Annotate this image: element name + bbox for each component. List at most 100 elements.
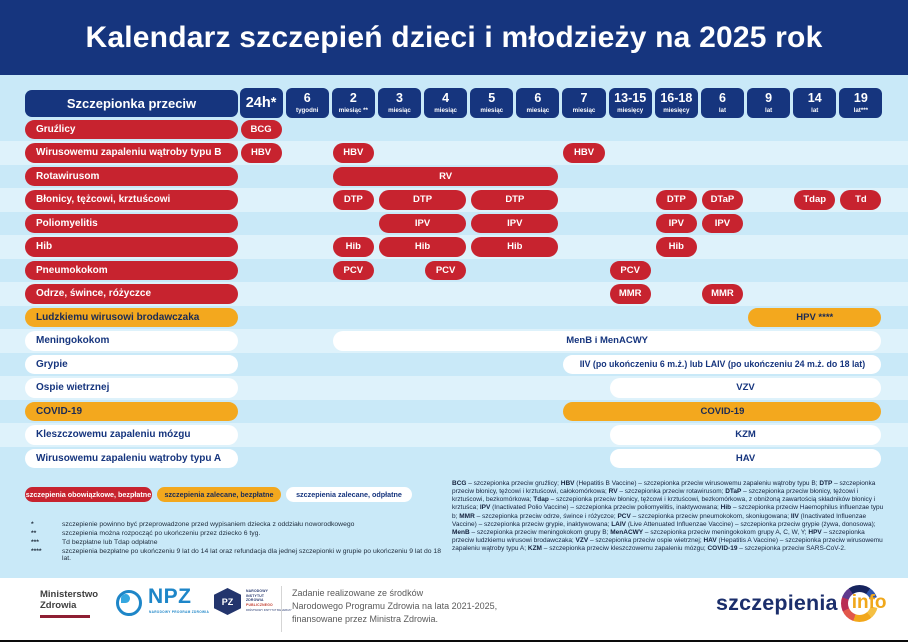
vaccine-bar: Hib	[332, 237, 374, 257]
funding-line: finansowane przez Ministra Zdrowia.	[292, 614, 439, 624]
segmented-ring-icon	[840, 584, 878, 622]
column-header-value: 7	[580, 91, 588, 106]
footnote-mark: ***	[31, 539, 39, 546]
vaccine-bar: Hib	[378, 237, 467, 257]
corner-label: Szczepionka przeciw	[25, 90, 238, 117]
row-label: Hib	[25, 237, 238, 257]
column-header-value: 19	[853, 91, 868, 106]
row-label: Grypie	[25, 354, 238, 374]
brand-suffix: info	[851, 592, 887, 613]
header-band: Kalendarz szczepień dzieci i młodzieży n…	[0, 0, 908, 75]
ministry-of-health-logo: Ministerstwo Zdrowia	[40, 589, 98, 611]
npz-acronym: NPZ	[148, 585, 192, 608]
row-label: Pneumokokom	[25, 260, 238, 280]
row-label: Poliomyelitis	[25, 213, 238, 233]
abbreviation-term: MenB	[452, 528, 470, 536]
column-header: 19 lat***	[839, 88, 883, 118]
column-header: 14 lat	[793, 88, 837, 118]
legend-item-mandatory-free: szczepienia obowiązkowe, bezpłatne	[25, 487, 152, 502]
vaccine-bar: IIV (po ukończeniu 6 m.ż.) lub LAIV (po …	[563, 354, 882, 374]
abbreviation-term: KZM	[527, 545, 542, 553]
column-header-value: 6	[718, 91, 726, 106]
footer-bar	[0, 578, 908, 640]
vaccine-bar: HBV	[563, 143, 605, 163]
column-header-value: 13-15	[614, 91, 647, 106]
bottom-edge-line	[0, 640, 908, 642]
abbreviation-term: PCV	[617, 512, 631, 520]
abbreviation-term: Hib	[720, 504, 732, 512]
column-header-value: 6	[303, 91, 311, 106]
npz-subtitle: NARODOWY PROGRAM ZDROWIA	[149, 610, 210, 614]
column-header: 24h*	[239, 88, 283, 118]
footnotes: * szczepienie powinno być przeprowadzone …	[31, 521, 441, 564]
column-header: 6 miesiąc	[516, 88, 560, 118]
vaccine-bar: DTP	[378, 190, 467, 210]
abbreviation-term: HBV	[560, 480, 575, 487]
column-header-value: 3	[395, 91, 403, 106]
footnote: ** szczepienia można rozpocząć po ukończe…	[31, 530, 441, 537]
vaccine-bar: HAV	[609, 448, 882, 468]
vaccine-bar: HBV	[240, 143, 282, 163]
footer-divider	[281, 586, 282, 632]
footnote: **** szczepienia bezpłatne po ukończeniu …	[31, 548, 441, 562]
abbreviation-term: HPV	[808, 528, 822, 536]
funding-line: Narodowego Programu Zdrowia na lata 2021…	[292, 601, 498, 611]
vaccine-bar: VZV	[609, 378, 882, 398]
page-title: Kalendarz szczepień dzieci i młodzieży n…	[85, 20, 823, 54]
vaccine-bar: Hib	[655, 237, 697, 257]
npz-logo-icon	[116, 590, 142, 616]
row-label: Ospie wietrznej	[25, 378, 238, 398]
vaccine-bar: MMR	[609, 284, 651, 304]
column-header-value: 2	[349, 91, 357, 106]
column-header: 16-18 miesięcy	[654, 88, 698, 118]
vaccine-bar: PCV	[609, 260, 651, 280]
row-label: Meningokokom	[25, 331, 238, 351]
abbreviation-term: IPV	[479, 504, 491, 512]
row-label: Gruźlicy	[25, 119, 238, 139]
row-label: Błonicy, tężcowi, krztuścowi	[25, 190, 238, 210]
vaccine-bar: HBV	[332, 143, 374, 163]
column-header-unit: miesiąc	[388, 106, 411, 114]
column-header-value: 9	[765, 91, 773, 106]
vaccine-bar: Td	[840, 190, 882, 210]
footnote-text: szczepienie powinno być przeprowadzone p…	[62, 521, 355, 528]
abbreviation-term: HAV	[703, 537, 717, 545]
column-header: 4 miesiąc	[424, 88, 468, 118]
column-header-unit: lat	[811, 106, 819, 114]
column-header-value: 24h*	[245, 94, 277, 111]
pzh-line: INSTYTUT	[246, 593, 265, 598]
column-header-unit: miesiąc **	[338, 106, 368, 114]
legend-item-recommended-free: szczepienia zalecane, bezpłatne	[157, 487, 281, 502]
column-header: 9 lat	[747, 88, 791, 118]
ministry-line1: Ministerstwo	[40, 589, 99, 600]
vaccine-bar: DTP	[471, 190, 559, 210]
abbreviation-term: RV	[608, 488, 618, 496]
column-header-value: 14	[807, 91, 822, 106]
column-header-unit: miesięcy	[617, 106, 644, 114]
row-label: Wirusowemu zapaleniu wątroby typu A	[25, 448, 238, 468]
column-header-value: 5	[488, 91, 496, 106]
vaccine-bar: IPV	[701, 213, 744, 233]
footnote-text: szczepienia bezpłatne po ukończeniu 9 la…	[62, 548, 441, 563]
szczepienia-info-logo: szczepienia info	[716, 583, 887, 623]
vaccine-bar: DTaP	[701, 190, 744, 210]
pzh-line: NARODOWY	[246, 589, 269, 593]
row-label: Ludzkiemu wirusowi brodawczaka	[25, 307, 238, 327]
row-label: Odrze, śwince, różyczce	[25, 284, 238, 304]
vaccine-bar: DTP	[332, 190, 374, 210]
pzh-line: ZDROWIA	[246, 598, 264, 602]
vaccine-bar: IPV	[378, 213, 467, 233]
vaccine-bar: Hib	[471, 237, 559, 257]
pzh-line: PUBLICZNEGO	[246, 602, 273, 607]
footnote-text: szczepienia można rozpocząć po ukończeni…	[62, 530, 261, 537]
column-header-value: 16-18	[660, 91, 693, 106]
vaccine-bar: COVID-19	[563, 401, 882, 421]
vaccine-bar: RV	[332, 166, 559, 186]
ministry-underline	[40, 615, 90, 618]
row-label: Rotawirusom	[25, 166, 238, 186]
row-label: Wirusowemu zapaleniu wątroby typu B	[25, 143, 238, 163]
column-header-unit: lat***	[853, 106, 869, 114]
legend-item-recommended-paid: szczepienia zalecane, odpłatne	[286, 487, 412, 502]
ministry-line2: Zdrowia	[40, 600, 77, 611]
vaccine-bar: PCV	[425, 260, 467, 280]
